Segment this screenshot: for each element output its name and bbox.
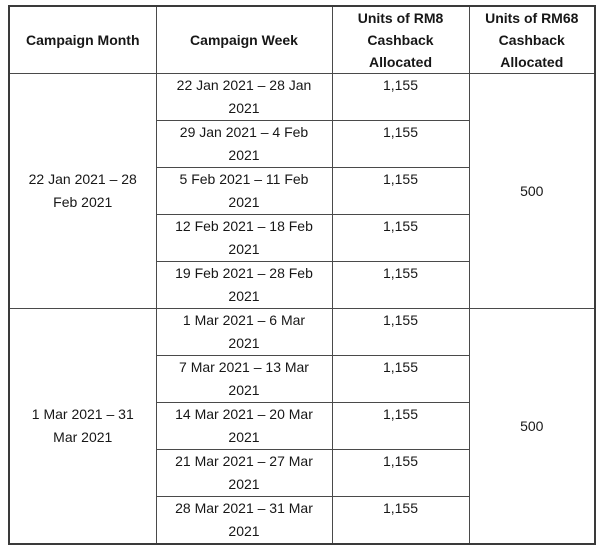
table-row: 19 Feb 2021 – 28 Feb 2021 1,155	[9, 261, 595, 309]
week-cell: 7 Mar 2021 – 13 Mar 2021	[155, 355, 333, 403]
week-cell: 14 Mar 2021 – 20 Mar 2021	[155, 402, 333, 450]
week-label-line1: 7 Mar 2021 – 13 Mar	[179, 359, 309, 375]
rm8-units-cell: 1,155	[331, 167, 470, 215]
table-row: 29 Jan 2021 – 4 Feb 2021 1,155	[9, 120, 595, 168]
table-row: 1 Mar 2021 – 31 Mar 2021 1 Mar 2021 – 6 …	[8, 308, 596, 545]
month-cell: 1 Mar 2021 – 31 Mar 2021	[8, 308, 157, 545]
week-label-line2: 2021	[228, 288, 260, 304]
table-row: 7 Mar 2021 – 13 Mar 2021 1,155	[9, 355, 595, 403]
week-cell: 1 Mar 2021 – 6 Mar 2021	[155, 308, 333, 356]
table-row: 12 Feb 2021 – 18 Feb 2021 1,155	[9, 214, 595, 262]
week-cell: 21 Mar 2021 – 27 Mar 2021	[155, 449, 333, 497]
rm8-units-cell: 1,155	[331, 261, 470, 309]
header-rm8-cashback: Units of RM8 Cashback Allocated	[331, 5, 470, 74]
rm8-units-cell: 1,155	[331, 402, 470, 450]
week-cell: 5 Feb 2021 – 11 Feb 2021	[155, 167, 333, 215]
week-label-line2: 2021	[228, 241, 260, 257]
week-label-line1: 14 Mar 2021 – 20 Mar	[175, 406, 313, 422]
header-campaign-month: Campaign Month	[8, 5, 157, 74]
week-label-line1: 29 Jan 2021 – 4 Feb	[179, 124, 309, 140]
campaign-allocation-table: Campaign Month Campaign Week Units of RM…	[8, 5, 596, 545]
week-label-line1: 1 Mar 2021 – 6 Mar	[182, 312, 306, 328]
week-label-line2: 2021	[228, 147, 260, 163]
week-label-line1: 5 Feb 2021 – 11 Feb	[179, 171, 309, 187]
month-label-line2: Mar 2021	[53, 429, 113, 445]
rm8-units-cell: 1,155	[331, 214, 470, 262]
week-label-line1: 28 Mar 2021 – 31 Mar	[175, 500, 313, 516]
week-label-line1: 22 Jan 2021 – 28 Jan	[176, 77, 312, 93]
week-label-line1: 12 Feb 2021 – 18 Feb	[175, 218, 313, 234]
table-row: 14 Mar 2021 – 20 Mar 2021 1,155	[9, 402, 595, 450]
week-cell: 12 Feb 2021 – 18 Feb 2021	[155, 214, 333, 262]
month-label-line2: Feb 2021	[53, 194, 113, 210]
rm8-units-cell: 1,155	[331, 449, 470, 497]
week-label-line1: 19 Feb 2021 – 28 Feb	[175, 265, 313, 281]
week-label-line2: 2021	[228, 335, 260, 351]
rm8-units-cell: 1,155	[331, 355, 470, 403]
week-cell: 28 Mar 2021 – 31 Mar 2021	[155, 496, 333, 545]
table-row: 28 Mar 2021 – 31 Mar 2021 1,155	[9, 496, 595, 545]
week-label-line2: 2021	[228, 429, 260, 445]
month-cell: 22 Jan 2021 – 28 Feb 2021	[8, 73, 157, 309]
rm8-units-cell: 1,155	[331, 308, 470, 356]
rm8-units-cell: 1,155	[331, 120, 470, 168]
header-rm68-cashback: Units of RM68 Cashback Allocated	[468, 5, 596, 74]
header-campaign-week: Campaign Week	[155, 5, 333, 74]
table-row: 22 Jan 2021 – 28 Feb 2021 22 Jan 2021 – …	[8, 73, 596, 309]
week-cell: 19 Feb 2021 – 28 Feb 2021	[155, 261, 333, 309]
week-label-line2: 2021	[228, 194, 260, 210]
week-label-line2: 2021	[228, 476, 260, 492]
week-label-line2: 2021	[228, 523, 260, 539]
table-row: 5 Feb 2021 – 11 Feb 2021 1,155	[9, 167, 595, 215]
table-header-row: Campaign Month Campaign Week Units of RM…	[8, 5, 596, 74]
rm68-units-cell: 500	[468, 308, 596, 545]
rm8-units-cell: 1,155	[331, 73, 470, 121]
rm8-units-cell: 1,155	[331, 496, 470, 545]
week-label-line1: 21 Mar 2021 – 27 Mar	[175, 453, 313, 469]
week-label-line2: 2021	[228, 382, 260, 398]
week-cell: 29 Jan 2021 – 4 Feb 2021	[155, 120, 333, 168]
week-cell: 22 Jan 2021 – 28 Jan 2021	[155, 73, 333, 121]
table-row: 21 Mar 2021 – 27 Mar 2021 1,155	[9, 449, 595, 497]
month-label-line1: 1 Mar 2021 – 31	[31, 406, 134, 422]
week-label-line2: 2021	[228, 100, 260, 116]
month-label-line1: 22 Jan 2021 – 28	[28, 171, 137, 187]
rm68-units-cell: 500	[468, 73, 596, 309]
